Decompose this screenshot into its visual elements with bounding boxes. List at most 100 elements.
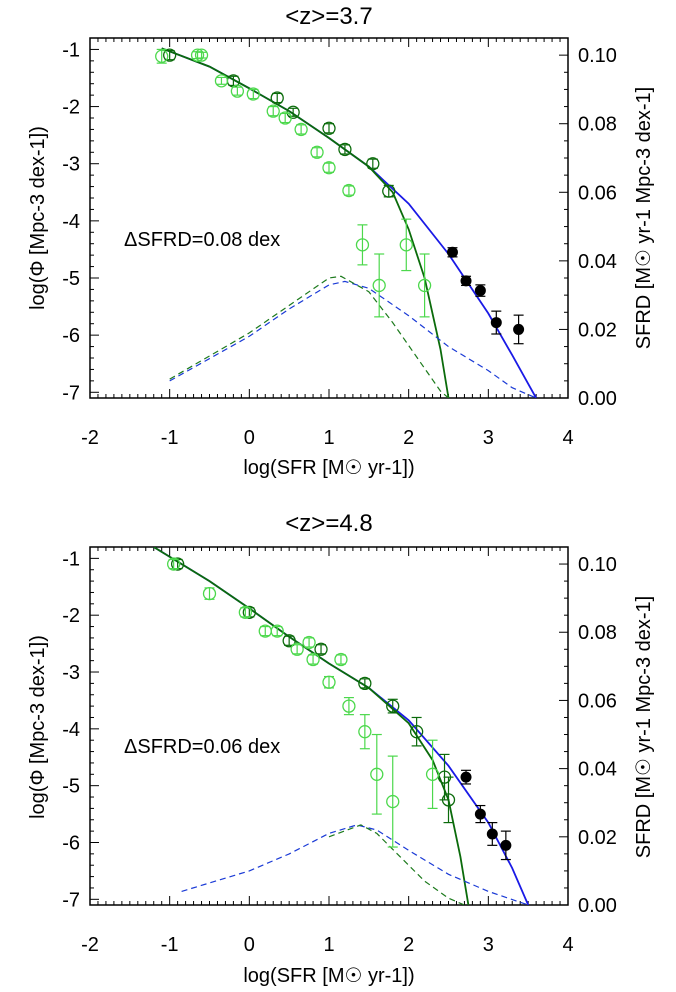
y-tick-label: -6 [62, 832, 80, 854]
data-point-open [314, 642, 328, 656]
y-tick-label: -7 [62, 382, 80, 404]
data-point-open [238, 605, 253, 619]
data-point-open [322, 675, 336, 689]
x-axis-label: log(SFR [M☉ yr-1]) [243, 457, 414, 479]
data-point-open [166, 557, 181, 571]
x-tick-label: 4 [562, 427, 573, 449]
y2-tick-label: 0.08 [578, 114, 617, 136]
data-point-filled [500, 839, 512, 851]
x-tick-label: 1 [323, 934, 334, 956]
data-point-open [290, 642, 304, 656]
solid-blue-line [161, 47, 537, 398]
dashed-dark-green-line [169, 275, 449, 398]
data-point-open [155, 49, 169, 63]
data-point-filled [460, 771, 472, 783]
y2-tick-label: 0.04 [578, 759, 617, 781]
plot-frame [89, 546, 569, 906]
x-tick-label: 0 [244, 934, 255, 956]
y2-tick-label: 0.08 [578, 622, 617, 644]
data-point-open [358, 676, 372, 691]
data-point-open [214, 74, 229, 88]
x-axis-label-text: log(SFR [M☉ yr-1]) [243, 965, 414, 987]
y-tick-label: -3 [62, 662, 80, 684]
x-tick-label: -2 [81, 934, 99, 956]
y-tick-label: -5 [62, 268, 80, 290]
dashed-blue-line [181, 824, 529, 905]
x-tick-label: 1 [323, 427, 334, 449]
chart-title: <z>=4.8 [285, 510, 372, 537]
data-point-open [230, 84, 245, 98]
chart-panel-z37: <z>=3.7 log(SFR [M☉ yr-1]) log(Φ [Mpc-3 … [27, 3, 655, 479]
data-point-open [310, 145, 324, 159]
x-axis-label-text: log(SFR [M☉ yr-1]) [243, 457, 414, 479]
chart-panel-z48: <z>=4.8 log(SFR [M☉ yr-1]) log(Φ [Mpc-3 … [27, 510, 655, 987]
y-axis-label-left: log(Φ [Mpc-3 dex-1]) [27, 126, 49, 310]
y2-tick-label: 0.02 [578, 319, 617, 341]
data-point-open [163, 48, 177, 62]
y-tick-label: -2 [62, 97, 80, 119]
data-point-open [306, 652, 320, 667]
y2-tick-label: 0.06 [578, 690, 617, 712]
series-layer [153, 547, 530, 905]
data-point-open [266, 104, 280, 118]
data-point-open [322, 121, 336, 135]
data-point-open [417, 278, 432, 293]
plot-frame [89, 37, 569, 399]
data-point-open [441, 793, 456, 807]
data-point-filled [446, 246, 458, 258]
data-point-open [355, 238, 370, 252]
data-point-open [338, 142, 352, 157]
data-point-open [302, 635, 316, 650]
data-point-open [370, 767, 384, 781]
x-tick-label: 4 [562, 934, 573, 956]
y2-tick-label: 0.00 [578, 388, 617, 410]
data-point-filled [474, 808, 486, 820]
data-point-open [334, 652, 348, 667]
data-point-filled [490, 317, 502, 329]
y2-tick-label: 0.02 [578, 827, 617, 849]
y-axis-label-right: SFRD [M☉ yr-1 Mpc-3 dex-1] [633, 87, 655, 349]
data-point-open [358, 725, 372, 739]
data-point-open [202, 586, 217, 601]
data-point-filled [486, 828, 498, 840]
x-tick-label: 2 [403, 934, 414, 956]
y-tick-label: -6 [62, 325, 80, 347]
data-point-open [194, 48, 209, 62]
data-point-open [294, 122, 308, 137]
data-point-open [366, 157, 380, 171]
data-point-open [242, 605, 256, 619]
x-tick-label: -2 [81, 427, 99, 449]
data-point-open [386, 794, 400, 809]
data-point-open [278, 111, 292, 125]
y-tick-label: -3 [62, 154, 80, 176]
data-point-filled [460, 275, 472, 287]
data-point-open [246, 87, 260, 101]
data-point-open [322, 161, 336, 175]
x-tick-label: 2 [403, 427, 414, 449]
data-point-open [386, 699, 400, 713]
y-tick-label: -1 [62, 548, 80, 570]
data-point-open [382, 184, 396, 198]
x-tick-label: -1 [161, 934, 179, 956]
data-point-open [399, 238, 413, 252]
y2-tick-label: 0.10 [578, 554, 617, 576]
x-axis-label: log(SFR [M☉ yr-1]) [243, 965, 414, 987]
y-axis-label-right: SFRD [M☉ yr-1 Mpc-3 dex-1] [633, 596, 655, 858]
data-point-filled [474, 285, 486, 297]
y-axis-label-left: log(Φ [Mpc-3 dex-1]) [27, 635, 49, 819]
chart-title: <z>=3.7 [285, 3, 372, 30]
data-point-open [170, 557, 185, 571]
data-point-open [270, 91, 284, 105]
data-point-open [190, 48, 205, 62]
data-point-open [342, 699, 356, 713]
data-point-open [270, 624, 284, 638]
dashed-blue-line [169, 280, 537, 398]
y2-tick-label: 0.04 [578, 251, 617, 273]
series-layer [155, 47, 537, 398]
annotation: ΔSFRD=0.06 dex [124, 736, 280, 758]
solid-dark-green-line [161, 47, 450, 398]
x-tick-label: 3 [483, 934, 494, 956]
data-point-open [409, 725, 424, 739]
x-tick-label: 0 [244, 427, 255, 449]
